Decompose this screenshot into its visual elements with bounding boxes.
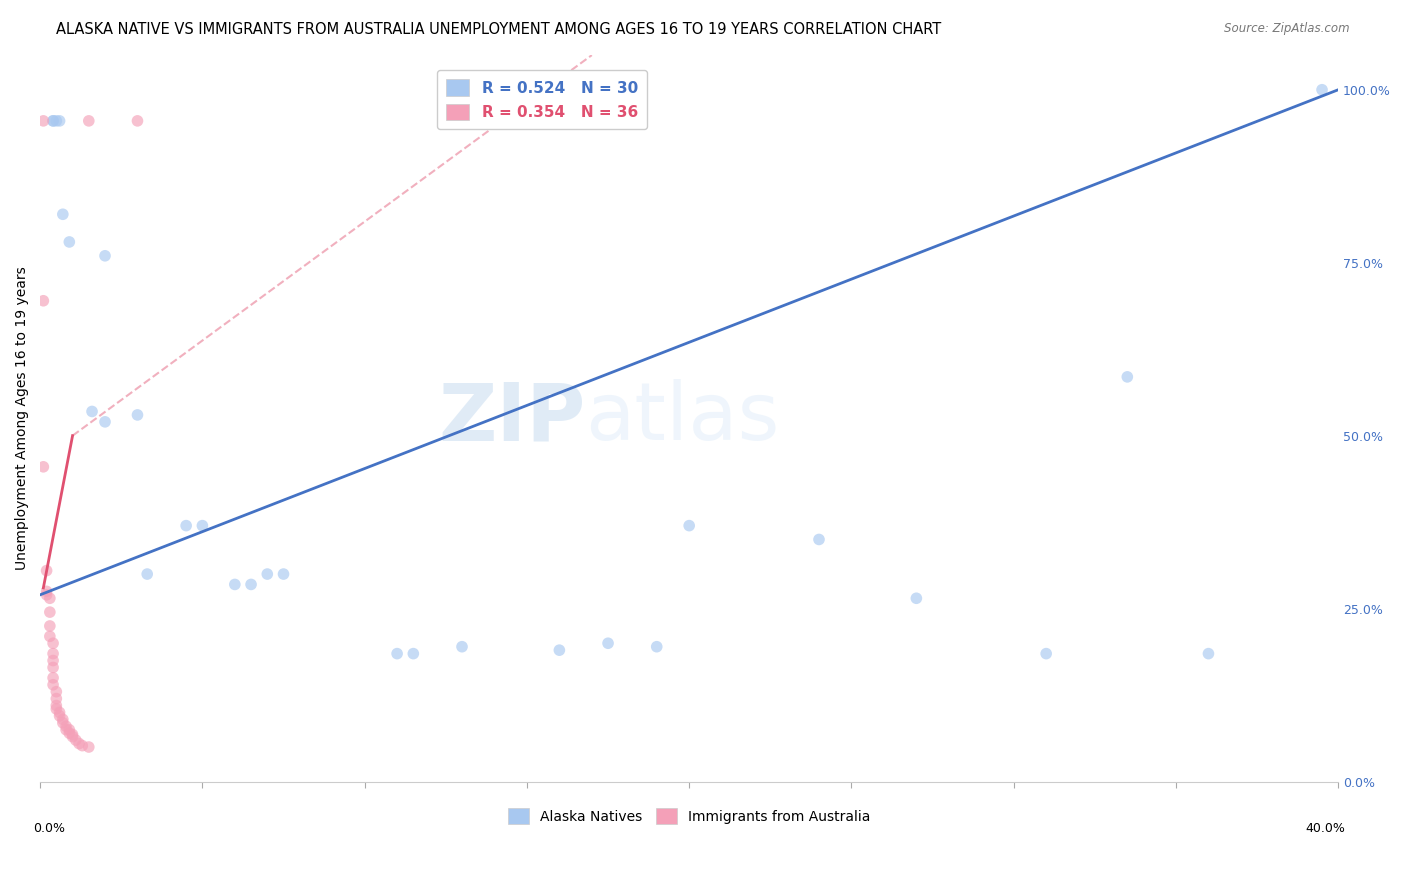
- Point: [38, 629, 60, 643]
- Text: atlas: atlas: [585, 379, 780, 458]
- Point: [905, 591, 928, 606]
- Point: [1035, 647, 1057, 661]
- Point: [62, 730, 84, 744]
- Point: [38, 619, 60, 633]
- Point: [72, 739, 94, 753]
- Point: [77, 114, 100, 128]
- Point: [52, 712, 75, 726]
- Point: [273, 567, 295, 582]
- Text: ZIP: ZIP: [439, 379, 585, 458]
- Point: [548, 643, 571, 657]
- Point: [42, 636, 65, 650]
- Point: [35, 584, 58, 599]
- Point: [94, 415, 117, 429]
- Point: [65, 733, 87, 747]
- Point: [38, 591, 60, 606]
- Point: [127, 408, 149, 422]
- Point: [385, 647, 408, 661]
- Point: [94, 249, 117, 263]
- Point: [42, 678, 65, 692]
- Point: [596, 636, 619, 650]
- Point: [42, 114, 65, 128]
- Point: [136, 567, 159, 582]
- Point: [45, 698, 67, 713]
- Legend: Alaska Natives, Immigrants from Australia: Alaska Natives, Immigrants from Australi…: [502, 803, 876, 830]
- Point: [451, 640, 474, 654]
- Point: [224, 577, 246, 591]
- Point: [48, 114, 70, 128]
- Point: [1197, 647, 1219, 661]
- Text: 40.0%: 40.0%: [1305, 822, 1344, 835]
- Point: [45, 691, 67, 706]
- Point: [38, 605, 60, 619]
- Text: Source: ZipAtlas.com: Source: ZipAtlas.com: [1225, 22, 1350, 36]
- Point: [35, 564, 58, 578]
- Point: [42, 671, 65, 685]
- Point: [256, 567, 278, 582]
- Point: [58, 235, 80, 249]
- Point: [45, 114, 67, 128]
- Point: [32, 293, 55, 308]
- Point: [55, 723, 77, 737]
- Point: [1310, 83, 1333, 97]
- Point: [808, 533, 831, 547]
- Point: [45, 702, 67, 716]
- Point: [52, 207, 75, 221]
- Point: [48, 709, 70, 723]
- Point: [58, 726, 80, 740]
- Point: [42, 654, 65, 668]
- Point: [678, 518, 700, 533]
- Point: [42, 660, 65, 674]
- Text: ALASKA NATIVE VS IMMIGRANTS FROM AUSTRALIA UNEMPLOYMENT AMONG AGES 16 TO 19 YEAR: ALASKA NATIVE VS IMMIGRANTS FROM AUSTRAL…: [56, 22, 942, 37]
- Point: [32, 114, 55, 128]
- Point: [402, 647, 425, 661]
- Point: [48, 706, 70, 720]
- Point: [191, 518, 214, 533]
- Point: [1116, 369, 1139, 384]
- Point: [35, 588, 58, 602]
- Point: [42, 647, 65, 661]
- Point: [240, 577, 263, 591]
- Point: [55, 719, 77, 733]
- Point: [80, 404, 103, 418]
- Y-axis label: Unemployment Among Ages 16 to 19 years: Unemployment Among Ages 16 to 19 years: [15, 267, 30, 570]
- Point: [62, 728, 84, 742]
- Point: [127, 114, 149, 128]
- Point: [42, 114, 65, 128]
- Point: [67, 737, 90, 751]
- Point: [645, 640, 668, 654]
- Text: 0.0%: 0.0%: [34, 822, 66, 835]
- Point: [45, 684, 67, 698]
- Point: [58, 723, 80, 737]
- Point: [32, 459, 55, 474]
- Point: [174, 518, 197, 533]
- Point: [77, 739, 100, 754]
- Point: [52, 715, 75, 730]
